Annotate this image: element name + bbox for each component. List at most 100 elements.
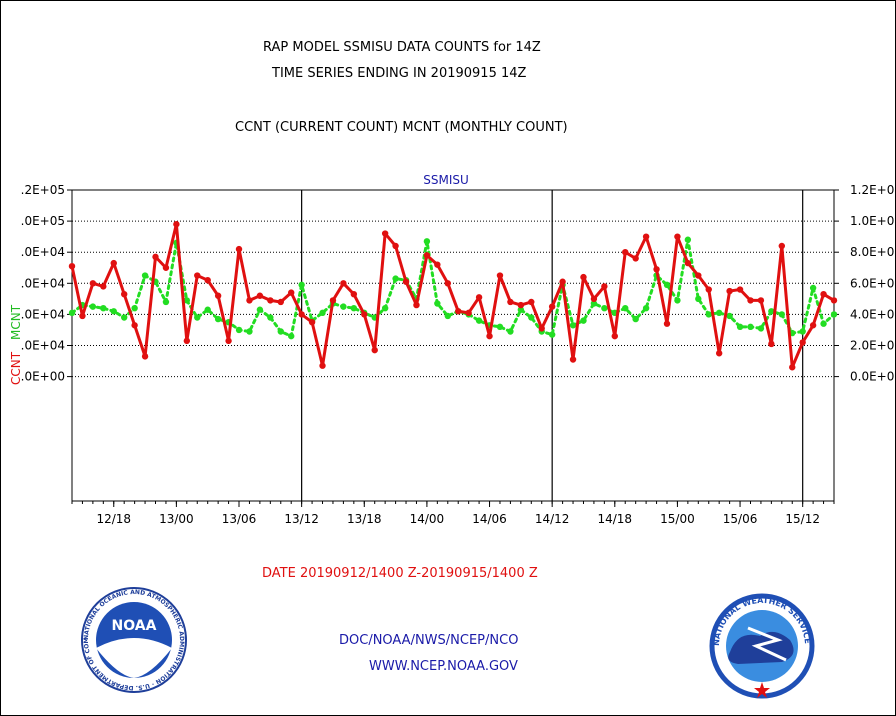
data-point-ccnt — [194, 272, 201, 279]
data-point-ccnt — [246, 297, 253, 304]
y-tick-label-left: .0E+00 — [21, 370, 65, 384]
data-point-mcnt — [475, 317, 483, 324]
data-point-ccnt — [68, 262, 76, 270]
data-point-ccnt — [381, 230, 389, 237]
agency-label: DOC/NOAA/NWS/NCEP/NCO — [339, 633, 519, 648]
y-tick-label-right: 1.0E+0 — [850, 214, 894, 228]
data-point-ccnt — [475, 294, 483, 301]
data-point-ccnt — [486, 332, 493, 340]
data-point-mcnt — [340, 303, 347, 310]
data-point-ccnt — [434, 261, 441, 268]
data-point-ccnt — [695, 272, 702, 279]
data-point-ccnt — [120, 290, 128, 298]
data-point-ccnt — [110, 259, 117, 267]
data-point-ccnt — [225, 337, 232, 345]
data-point-ccnt — [830, 297, 838, 304]
data-point-mcnt — [381, 304, 389, 312]
data-point-mcnt — [528, 314, 535, 321]
x-tick-label: 14/12 — [535, 512, 570, 526]
data-point-ccnt — [465, 309, 472, 317]
data-point-ccnt — [100, 283, 107, 290]
x-tick-label: 15/12 — [785, 512, 820, 526]
y-tick-label-left: .0E+05 — [21, 214, 65, 228]
data-point-ccnt — [235, 245, 243, 253]
data-point-mcnt — [392, 275, 399, 282]
data-point-mcnt — [768, 308, 775, 315]
data-point-ccnt — [799, 339, 806, 346]
data-point-ccnt — [141, 353, 149, 360]
data-point-ccnt — [496, 272, 504, 279]
data-point-mcnt — [622, 304, 629, 312]
x-tick-label: 13/06 — [222, 512, 257, 526]
data-point-mcnt — [267, 314, 274, 321]
data-point-ccnt — [778, 242, 786, 250]
data-point-ccnt — [789, 364, 796, 371]
data-point-mcnt — [496, 323, 504, 331]
data-point-mcnt — [89, 303, 97, 310]
data-point-ccnt — [214, 292, 222, 299]
data-point-ccnt — [726, 287, 733, 295]
data-point-ccnt — [768, 340, 775, 348]
data-point-ccnt — [183, 337, 191, 345]
x-tick-label: 13/18 — [347, 512, 382, 526]
data-point-ccnt — [392, 242, 399, 250]
y-tick-label-right: 4.0E+0 — [850, 307, 894, 321]
data-point-ccnt — [267, 297, 274, 304]
data-point-ccnt — [622, 249, 629, 256]
data-point-mcnt — [277, 328, 284, 335]
y-tick-label-left: .0E+04 — [21, 276, 65, 290]
data-point-mcnt — [809, 284, 817, 292]
data-point-ccnt — [705, 286, 712, 293]
y-tick-label-right: 8.0E+0 — [850, 245, 894, 259]
y-tick-label-left: .0E+04 — [21, 245, 65, 259]
data-point-ccnt — [632, 255, 639, 262]
y-tick-label-right: 6.0E+0 — [850, 276, 894, 290]
y-tick-label-left: .2E+05 — [21, 183, 65, 197]
data-point-mcnt — [778, 311, 786, 318]
data-point-mcnt — [820, 320, 827, 327]
data-point-ccnt — [590, 295, 598, 303]
data-point-mcnt — [350, 304, 358, 312]
x-axis: 12/18 13/00 13/06 13/12 13/18 14/00 14/06 14/12… — [71, 501, 835, 526]
data-point-ccnt — [89, 280, 97, 287]
data-point-mcnt — [695, 295, 702, 303]
data-point-mcnt — [256, 306, 264, 313]
data-point-ccnt — [131, 322, 138, 329]
data-point-ccnt — [548, 303, 556, 310]
chart-header-line-2: TIME SERIES ENDING IN 20190915 14Z — [272, 66, 527, 81]
data-point-mcnt — [204, 306, 211, 313]
x-tick-label: 14/18 — [597, 512, 632, 526]
date-range-label: DATE 20190912/1400 Z-20190915/1400 Z — [262, 566, 538, 581]
data-point-mcnt — [120, 314, 128, 321]
data-point-ccnt — [413, 301, 420, 309]
data-point-ccnt — [162, 264, 170, 271]
data-point-ccnt — [538, 325, 545, 332]
y-tick-label-right: 2.0E+0 — [850, 339, 894, 353]
left-y-axis: .2E+05 .0E+05 .0E+04 .0E+04 .0E+04 .0E+04 .0E+… — [21, 183, 72, 384]
data-point-ccnt — [642, 233, 650, 240]
data-point-ccnt — [715, 350, 723, 357]
day-boundary-lines — [301, 190, 804, 501]
data-point-ccnt — [653, 266, 660, 273]
data-point-mcnt — [131, 304, 138, 312]
data-point-ccnt — [173, 221, 180, 228]
data-point-mcnt — [298, 281, 305, 289]
data-point-ccnt — [580, 273, 587, 281]
data-point-mcnt — [141, 272, 149, 279]
data-point-ccnt — [455, 308, 462, 315]
y-axis-label-mcnt: MCNT — [9, 304, 23, 340]
data-point-ccnt — [559, 278, 566, 285]
x-tick-label: 15/00 — [660, 512, 695, 526]
data-point-ccnt — [423, 252, 431, 259]
data-point-mcnt — [715, 309, 723, 317]
data-point-ccnt — [371, 346, 378, 354]
data-point-ccnt — [674, 233, 681, 240]
data-point-mcnt — [799, 328, 806, 335]
data-point-ccnt — [757, 297, 765, 304]
x-tick-label: 13/12 — [284, 512, 319, 526]
data-point-mcnt — [507, 328, 514, 335]
data-point-mcnt — [569, 322, 577, 329]
data-point-mcnt — [590, 300, 598, 307]
website-label: WWW.NCEP.NOAA.GOV — [369, 659, 518, 674]
